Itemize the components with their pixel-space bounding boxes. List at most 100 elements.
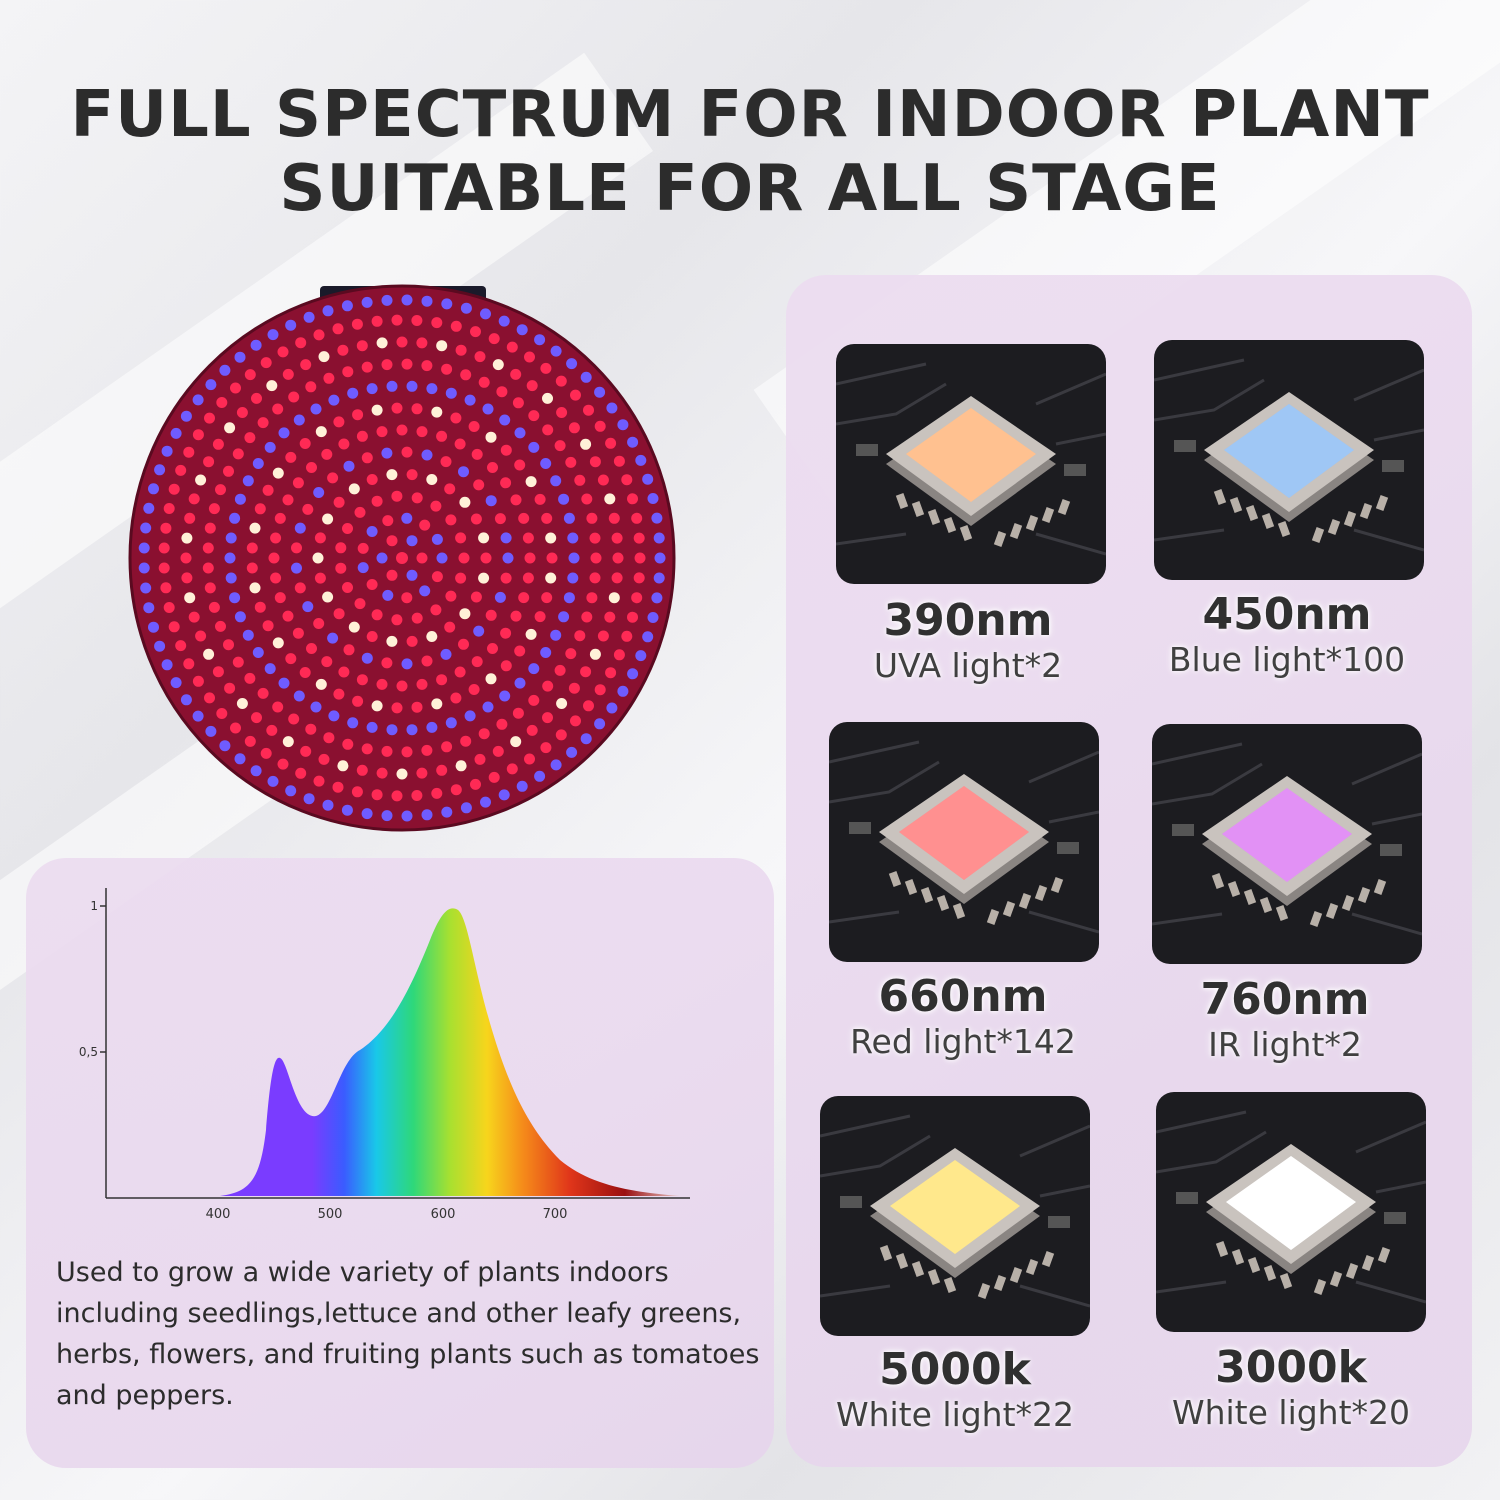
- led-blue: [528, 441, 540, 453]
- led-red: [333, 416, 345, 428]
- led-red: [555, 729, 567, 741]
- led-red: [333, 608, 345, 620]
- led-red: [215, 484, 226, 496]
- led-red: [534, 611, 546, 623]
- led-chip-image-ir: [1152, 724, 1422, 964]
- led-white: [478, 532, 490, 544]
- led-red: [450, 412, 462, 424]
- led-red: [277, 346, 289, 358]
- title-line-2: SUITABLE FOR ALL STAGE: [279, 152, 1221, 226]
- led-red: [597, 630, 609, 642]
- led-red: [361, 743, 373, 755]
- led-red: [445, 514, 457, 526]
- led-blue: [499, 414, 511, 426]
- led-red: [406, 469, 418, 481]
- led-red: [321, 656, 333, 668]
- led-white: [431, 406, 443, 418]
- led-white: [580, 438, 592, 450]
- light-count-text: UVA light*2: [873, 646, 1063, 685]
- led-blue: [361, 296, 373, 308]
- led-red: [546, 552, 558, 564]
- led-red: [338, 666, 350, 678]
- led-blue: [229, 512, 241, 524]
- led-blue: [192, 710, 204, 722]
- led-blue: [347, 717, 359, 729]
- led-red: [224, 682, 236, 694]
- led-blue: [426, 383, 438, 395]
- led-red: [266, 724, 278, 736]
- led-red: [416, 767, 428, 779]
- led-blue: [627, 668, 639, 680]
- led-red: [487, 462, 498, 473]
- led-blue: [406, 724, 418, 736]
- led-red: [342, 366, 354, 378]
- led-red: [371, 495, 383, 507]
- led-red: [184, 512, 196, 524]
- led-blue: [229, 592, 241, 604]
- led-red: [627, 493, 638, 505]
- led-red: [314, 532, 326, 544]
- led-red: [500, 444, 512, 456]
- led-blue: [328, 394, 340, 406]
- led-red: [565, 456, 577, 468]
- led-red: [496, 718, 508, 730]
- led-chip-image-white-3000k: [1156, 1092, 1426, 1332]
- led-red: [471, 448, 483, 460]
- led-red: [274, 592, 286, 604]
- led-red: [621, 630, 633, 642]
- led-blue: [441, 806, 453, 818]
- led-red: [260, 357, 272, 369]
- led-red: [574, 630, 586, 642]
- led-red: [208, 503, 220, 515]
- led-blue: [343, 460, 355, 472]
- led-chip-image-red: [829, 722, 1099, 962]
- led-blue: [138, 562, 150, 574]
- led-red: [589, 532, 601, 544]
- led-red: [608, 512, 620, 524]
- led-blue: [234, 753, 246, 765]
- led-white: [203, 648, 215, 660]
- led-white: [272, 467, 284, 479]
- led-red: [633, 572, 645, 584]
- led-blue: [421, 809, 433, 821]
- led-red: [488, 771, 500, 783]
- led-white: [525, 476, 537, 488]
- led-red: [246, 562, 258, 574]
- led-red: [416, 678, 428, 690]
- led-blue: [170, 427, 182, 439]
- led-red: [401, 446, 413, 458]
- led-blue: [376, 552, 388, 564]
- led-red: [305, 381, 317, 393]
- led-red: [366, 631, 378, 642]
- led-blue: [647, 493, 659, 504]
- led-white: [318, 351, 330, 363]
- led-red: [581, 611, 593, 623]
- led-blue: [534, 334, 546, 346]
- led-blue: [642, 631, 654, 643]
- light-label-blue: 450nm Blue light*100: [1122, 590, 1452, 680]
- led-white: [322, 591, 334, 603]
- led-red: [396, 336, 408, 348]
- led-red: [396, 424, 408, 436]
- led-red: [570, 389, 581, 401]
- led-blue: [550, 345, 562, 357]
- led-blue: [445, 717, 457, 729]
- led-red: [192, 429, 204, 441]
- led-blue: [460, 302, 472, 314]
- led-blue: [401, 294, 413, 306]
- led-blue: [148, 621, 159, 633]
- led-red: [506, 763, 518, 775]
- led-red: [212, 666, 224, 678]
- led-red: [485, 609, 497, 621]
- led-red: [411, 790, 423, 801]
- led-red: [337, 344, 349, 356]
- led-blue: [550, 629, 562, 641]
- led-white: [312, 552, 324, 564]
- led-blue: [419, 585, 431, 597]
- led-red: [401, 592, 413, 604]
- led-red: [430, 500, 442, 512]
- led-white: [315, 426, 327, 438]
- led-red: [282, 494, 294, 506]
- x-tick-label: 400: [206, 1207, 231, 1222]
- led-red: [528, 694, 540, 706]
